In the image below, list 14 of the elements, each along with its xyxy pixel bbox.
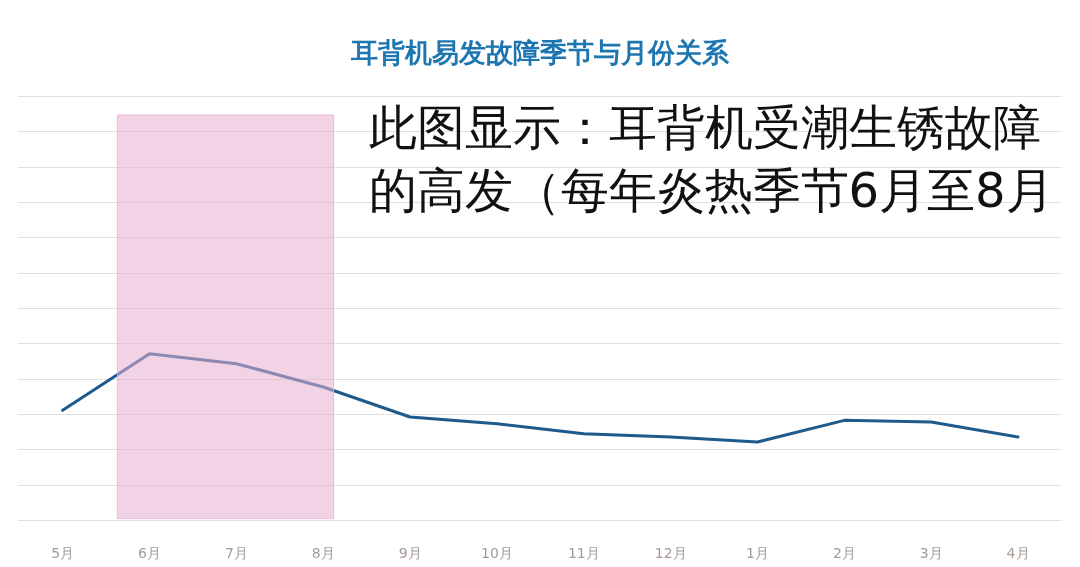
chart-title: 耳背机易发故障季节与月份关系 <box>349 37 730 68</box>
x-tick-label: 7月 <box>224 544 248 561</box>
x-tick-label: 12月 <box>654 544 687 561</box>
text: 此图显示：耳背机受潮生锈故障的高发（每年炎热季节6月至8月 <box>368 98 1054 218</box>
x-tick-label: 8月 <box>311 544 335 561</box>
x-tick-label: 5月 <box>51 544 75 561</box>
x-tick-label: 3月 <box>919 544 943 561</box>
x-tick-label: 4月 <box>1006 544 1030 561</box>
x-tick-label: 1月 <box>746 544 769 561</box>
x-tick-label: 10月 <box>481 544 513 561</box>
x-tick-label: 11月 <box>567 544 600 561</box>
x-tick-label: 2月 <box>832 544 856 561</box>
x-tick-label: 9月 <box>398 544 422 561</box>
x-tick-label: 6月 <box>138 544 161 561</box>
